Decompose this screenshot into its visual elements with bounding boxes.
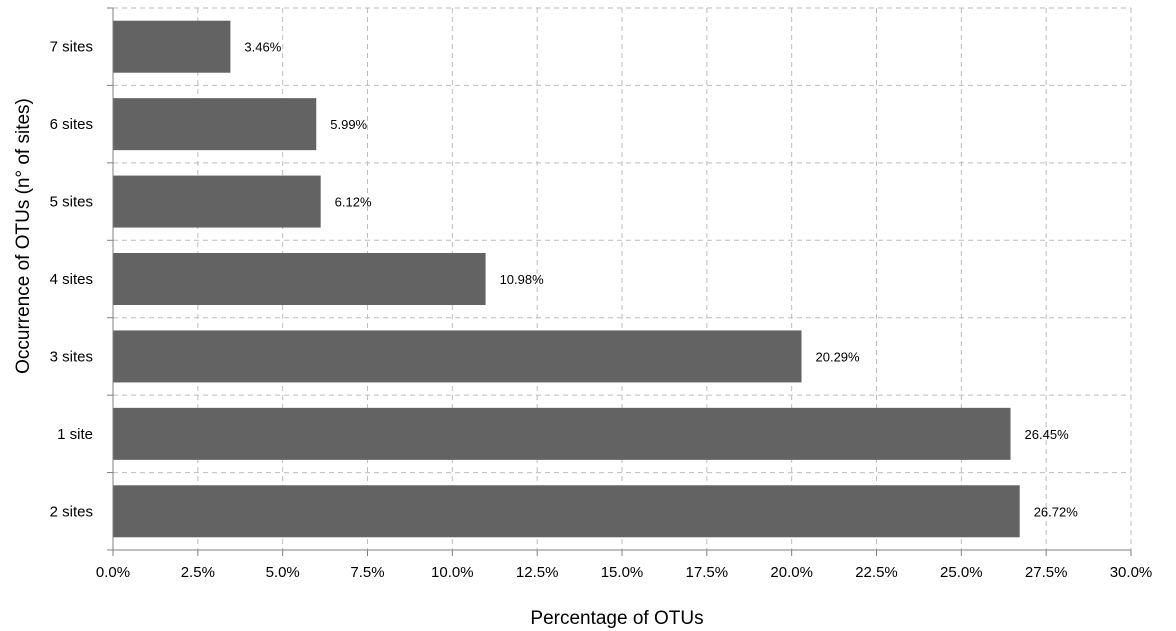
x-tick-label: 7.5% <box>350 564 384 581</box>
x-tick-label: 27.5% <box>1025 564 1068 581</box>
x-tick-label: 22.5% <box>855 564 898 581</box>
bar <box>113 98 317 151</box>
x-tick-label: 17.5% <box>686 564 729 581</box>
data-label: 6.12% <box>335 195 372 210</box>
bar <box>113 485 1020 538</box>
data-label: 5.99% <box>330 117 367 132</box>
bar <box>113 175 321 228</box>
data-label: 3.46% <box>244 40 281 55</box>
category-label: 7 sites <box>50 39 93 56</box>
x-tick-label: 0.0% <box>96 564 130 581</box>
bar <box>113 407 1011 460</box>
x-tick-label: 25.0% <box>940 564 983 581</box>
bars-layer <box>113 20 1020 538</box>
category-label: 4 sites <box>50 271 93 288</box>
x-tick-label: 15.0% <box>601 564 644 581</box>
category-label: 1 site <box>57 426 93 443</box>
x-tick-label: 30.0% <box>1110 564 1153 581</box>
y-axis-title: Occurrence of OTUs (n° of sites) <box>13 98 34 374</box>
bar <box>113 330 802 383</box>
data-label: 20.29% <box>816 349 861 364</box>
category-label: 6 sites <box>50 116 93 133</box>
axes-layer <box>107 7 1132 556</box>
category-label: 2 sites <box>50 503 93 520</box>
x-tick-label: 10.0% <box>431 564 474 581</box>
x-tick-label: 5.0% <box>266 564 300 581</box>
data-label: 10.98% <box>500 272 545 287</box>
labels-layer: 0.0% 2.5% 5.0% 7.5% 10.0% 12.5% 15.0% 17.5% 20.0… <box>50 39 1153 581</box>
category-label: 3 sites <box>50 348 93 365</box>
bar <box>113 253 486 305</box>
x-tick-label: 2.5% <box>181 564 215 581</box>
category-label: 5 sites <box>50 194 93 211</box>
bar <box>113 20 231 73</box>
x-tick-label: 12.5% <box>516 564 559 581</box>
data-label: 26.72% <box>1034 504 1079 519</box>
x-axis-title: Percentage of OTUs <box>530 608 703 629</box>
grid-layer <box>113 7 1132 550</box>
x-tick-label: 20.0% <box>770 564 813 581</box>
data-label: 26.45% <box>1025 427 1070 442</box>
